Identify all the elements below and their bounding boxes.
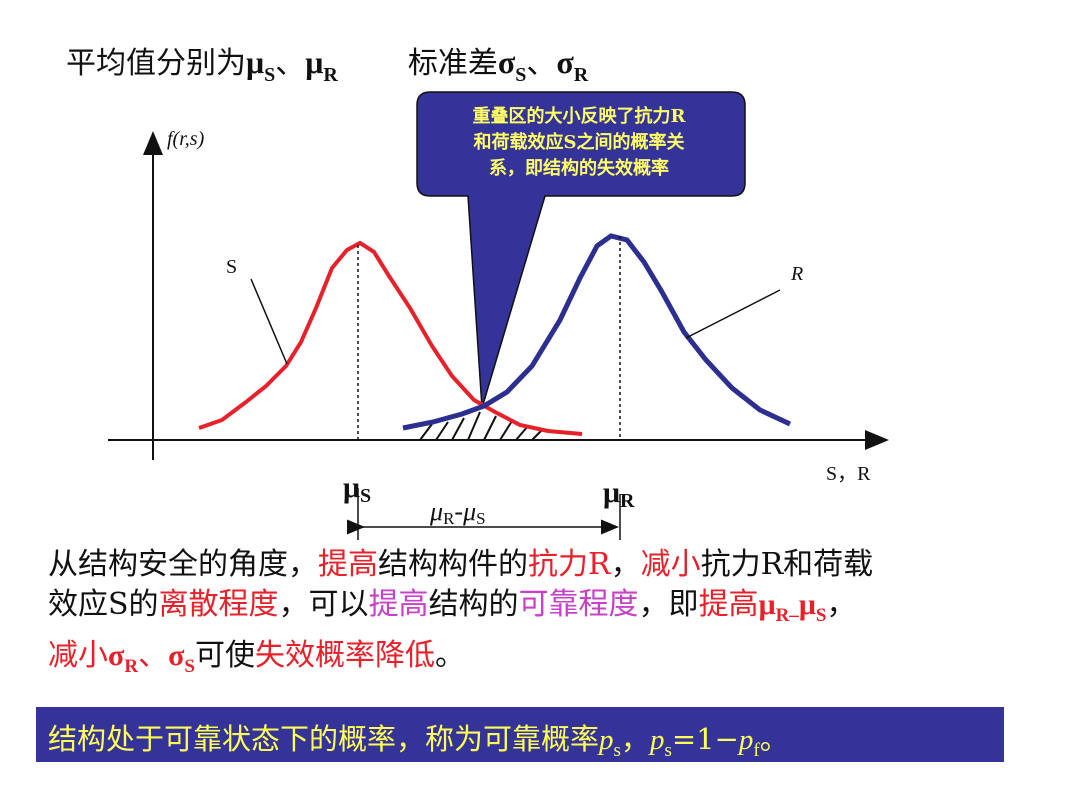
mu-s-label: μS [343,471,371,507]
subscript-s: S [515,64,527,86]
separator: 、 [275,46,306,81]
callout-line-2: 和荷载效应S之间的概率关 [473,132,685,153]
title-text-std: 标准差 [407,46,498,81]
mu-symbol: μ [246,44,265,80]
curve-s-label: S [226,256,237,278]
page-title: 平均值分别为μS、μR 标准差σS、σR [66,38,588,87]
sigma-symbol: σ [556,44,574,80]
mu-difference-label: μR-μS [429,497,486,528]
separator: 、 [526,46,557,81]
callout-line-3: 系，即结构的失效概率 [489,158,669,179]
mu-r-label: μR [603,476,635,512]
curve-s [198,240,583,436]
callout-line-1: 重叠区的大小反映了抗力R [472,106,686,127]
mu-symbol: μ [305,44,324,80]
callout-text: 重叠区的大小反映了抗力R 和荷载效应S之间的概率关 系，即结构的失效概率 [420,104,738,182]
title-text-mean: 平均值分别为 [66,46,246,81]
curve-r-label: R [790,263,803,285]
explanation-paragraph: 从结构安全的角度，提高结构构件的抗力R，减小抗力R和荷载 效应S的离散程度，可以… [48,547,874,677]
s-leader-line [250,278,288,365]
sigma-symbol: σ [497,44,516,80]
r-leader-line [685,289,781,339]
subscript-r: R [323,64,338,86]
subscript-s: S [264,64,276,86]
x-axis-label: S，R [826,463,871,485]
subscript-r: R [573,64,589,86]
y-axis-label: f(r,s) [167,128,205,150]
overlap-hatch [419,411,543,441]
curve-r [402,233,792,431]
definition-text: 结构处于可靠状态下的概率，称为可靠概率ps，ps=1−pf。 [48,722,789,761]
definition-banner [36,707,1004,762]
callout-bubble [416,91,746,409]
